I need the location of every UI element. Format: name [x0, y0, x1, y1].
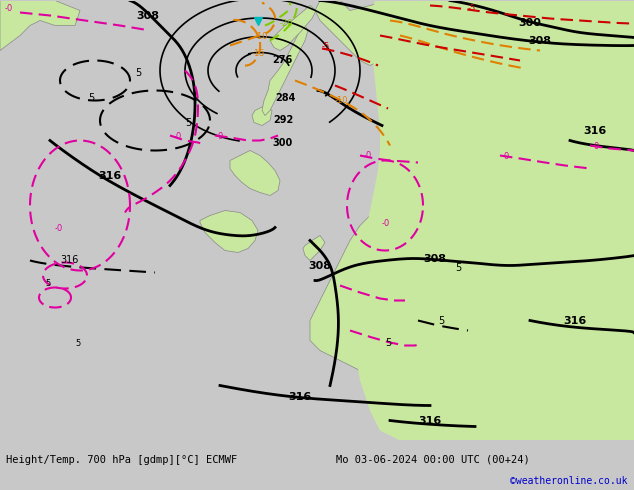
Text: 5: 5 [185, 118, 191, 127]
Text: 300: 300 [272, 138, 292, 147]
Text: -5: -5 [322, 42, 330, 50]
Text: -0: -0 [364, 150, 372, 160]
Text: -0: -0 [592, 142, 600, 150]
Text: -0: -0 [174, 131, 182, 141]
Text: Height/Temp. 700 hPa [gdmp][°C] ECMWF: Height/Temp. 700 hPa [gdmp][°C] ECMWF [6, 455, 238, 465]
Polygon shape [262, 25, 308, 116]
Text: 5: 5 [385, 338, 391, 347]
Text: 300: 300 [519, 18, 541, 27]
Text: -5: -5 [468, 3, 476, 13]
Text: 316: 316 [60, 254, 79, 265]
Text: 316: 316 [564, 316, 586, 325]
Polygon shape [0, 0, 80, 50]
Text: 308: 308 [529, 35, 552, 46]
Text: 5: 5 [45, 278, 50, 288]
Text: 316: 316 [288, 392, 312, 402]
Text: 276: 276 [272, 54, 292, 65]
Text: 316: 316 [98, 171, 122, 180]
Text: Mo 03-06-2024 00:00 UTC (00+24): Mo 03-06-2024 00:00 UTC (00+24) [336, 455, 530, 465]
Text: 292: 292 [273, 115, 294, 124]
Polygon shape [230, 150, 280, 196]
Polygon shape [252, 105, 272, 125]
Polygon shape [310, 0, 634, 375]
Polygon shape [270, 5, 316, 50]
Polygon shape [355, 0, 634, 441]
Text: 5: 5 [455, 263, 462, 272]
Text: 308: 308 [136, 10, 160, 21]
Text: 316: 316 [583, 125, 607, 136]
Text: -0: -0 [5, 3, 13, 13]
Text: -0: -0 [382, 219, 391, 227]
Text: -10: -10 [255, 31, 269, 41]
Text: 5: 5 [88, 93, 94, 102]
Text: -20: -20 [280, 19, 294, 27]
Text: 284: 284 [275, 93, 295, 102]
Text: 5: 5 [438, 316, 444, 325]
Text: -10: -10 [335, 96, 349, 104]
Text: -0: -0 [502, 151, 510, 161]
Text: 5: 5 [135, 68, 141, 77]
Polygon shape [450, 0, 534, 30]
Text: 308: 308 [424, 253, 446, 264]
Text: -15: -15 [252, 49, 266, 57]
Text: 5: 5 [75, 339, 81, 347]
Polygon shape [303, 236, 325, 261]
Polygon shape [200, 211, 258, 252]
Text: -0: -0 [55, 223, 63, 232]
Text: ©weatheronline.co.uk: ©weatheronline.co.uk [510, 476, 628, 486]
Text: 316: 316 [418, 416, 442, 425]
Text: 308: 308 [309, 261, 332, 270]
Text: -0: -0 [216, 131, 224, 141]
Polygon shape [315, 0, 500, 66]
